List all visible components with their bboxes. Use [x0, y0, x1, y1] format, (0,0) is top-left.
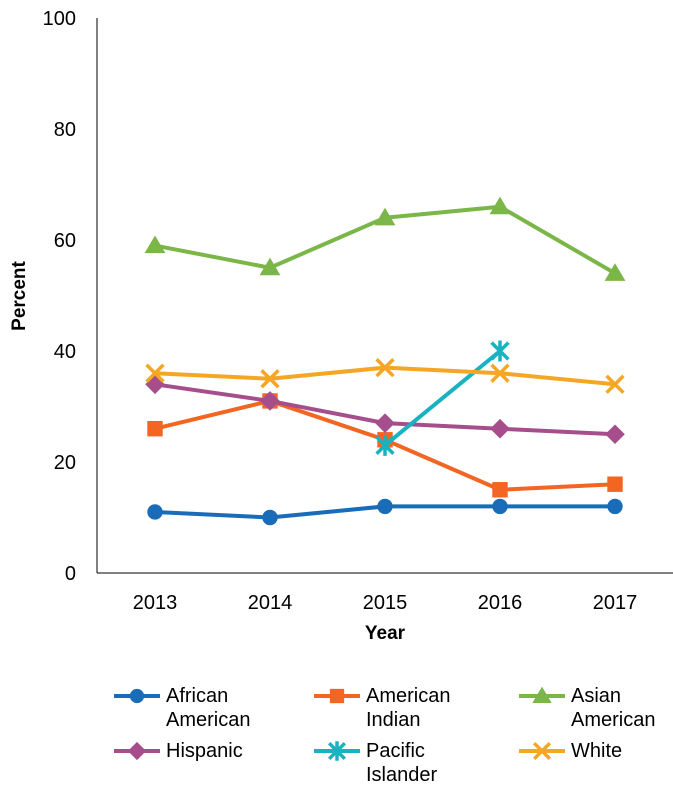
legend-item: Pacific Islander [312, 739, 486, 787]
legend-label: Hispanic [166, 740, 243, 762]
circle-marker [607, 498, 623, 515]
series-line [383, 349, 502, 447]
x-tick-label: 2014 [248, 592, 293, 614]
series-line [154, 365, 616, 387]
triangle-marker [489, 196, 511, 215]
legend-swatch [114, 688, 160, 704]
y-tick-label: 0 [65, 563, 76, 585]
square-marker [329, 688, 345, 704]
square-marker [147, 421, 163, 437]
legend-swatch [519, 686, 565, 704]
legend-label: White [571, 740, 623, 762]
y-tick-label: 100 [43, 8, 76, 30]
legend-swatch [314, 741, 360, 761]
legend-swatch [519, 741, 565, 761]
legend-label: American Indian [366, 685, 451, 731]
square-marker [492, 482, 508, 498]
legend-item: African American [112, 684, 286, 732]
y-tick-label: 80 [54, 119, 76, 141]
circle-marker [147, 504, 163, 520]
x-axis-title: Year [365, 623, 406, 644]
x-marker [532, 741, 552, 761]
diamond-marker [375, 413, 395, 433]
series-white [145, 358, 625, 394]
y-axis-ticks: 0 20 40 60 80 100 [43, 8, 76, 585]
legend-item: American Indian [312, 684, 486, 732]
triangle-marker [259, 257, 281, 276]
y-axis-title: Percent [9, 260, 30, 330]
star-marker [375, 434, 395, 456]
legend-item: Asian American [517, 684, 673, 732]
diamond-marker [145, 374, 165, 395]
diamond-marker [260, 391, 280, 411]
legend-item: Hispanic [112, 739, 286, 763]
legend-swatch [314, 688, 360, 704]
legend-label: African American [166, 685, 251, 731]
circle-marker [262, 509, 278, 526]
series-asian-american [144, 196, 626, 281]
x-marker [490, 363, 510, 383]
diamond-marker [490, 418, 510, 439]
diamond-marker [127, 741, 147, 761]
diamond-marker [605, 424, 625, 445]
legend-label: Pacific Islander [366, 740, 438, 786]
y-tick-label: 60 [54, 230, 76, 252]
circle-marker [129, 688, 145, 704]
square-marker [607, 476, 623, 492]
x-tick-label: 2016 [478, 592, 523, 614]
star-marker [490, 340, 510, 362]
legend-item: White [517, 739, 673, 763]
x-marker [260, 369, 280, 389]
x-tick-label: 2017 [593, 592, 638, 614]
y-tick-label: 40 [54, 341, 76, 363]
legend: African American American Indian Asian Ame… [112, 684, 673, 789]
series-pacific-islander [375, 340, 510, 456]
x-axis-ticks: 2013 2014 2015 2016 2017 [133, 592, 638, 614]
triangle-marker [144, 235, 166, 254]
series-group [144, 196, 626, 526]
series-african-american [147, 498, 623, 526]
triangle-marker [532, 686, 552, 704]
x-marker [605, 374, 625, 394]
y-tick-label: 20 [54, 452, 76, 474]
legend-label: Asian American [571, 685, 656, 731]
line-chart: 0 20 40 60 80 100 2013 2014 2015 2016 2017 Percen… [9, 8, 673, 644]
x-tick-label: 2015 [363, 592, 408, 614]
x-tick-label: 2013 [133, 592, 178, 614]
star-marker [327, 741, 347, 761]
circle-marker [492, 498, 508, 515]
x-marker [145, 363, 165, 383]
triangle-marker [374, 207, 396, 226]
legend-swatch [114, 741, 160, 761]
circle-marker [377, 498, 393, 515]
triangle-marker [604, 263, 626, 281]
x-marker [375, 358, 395, 378]
